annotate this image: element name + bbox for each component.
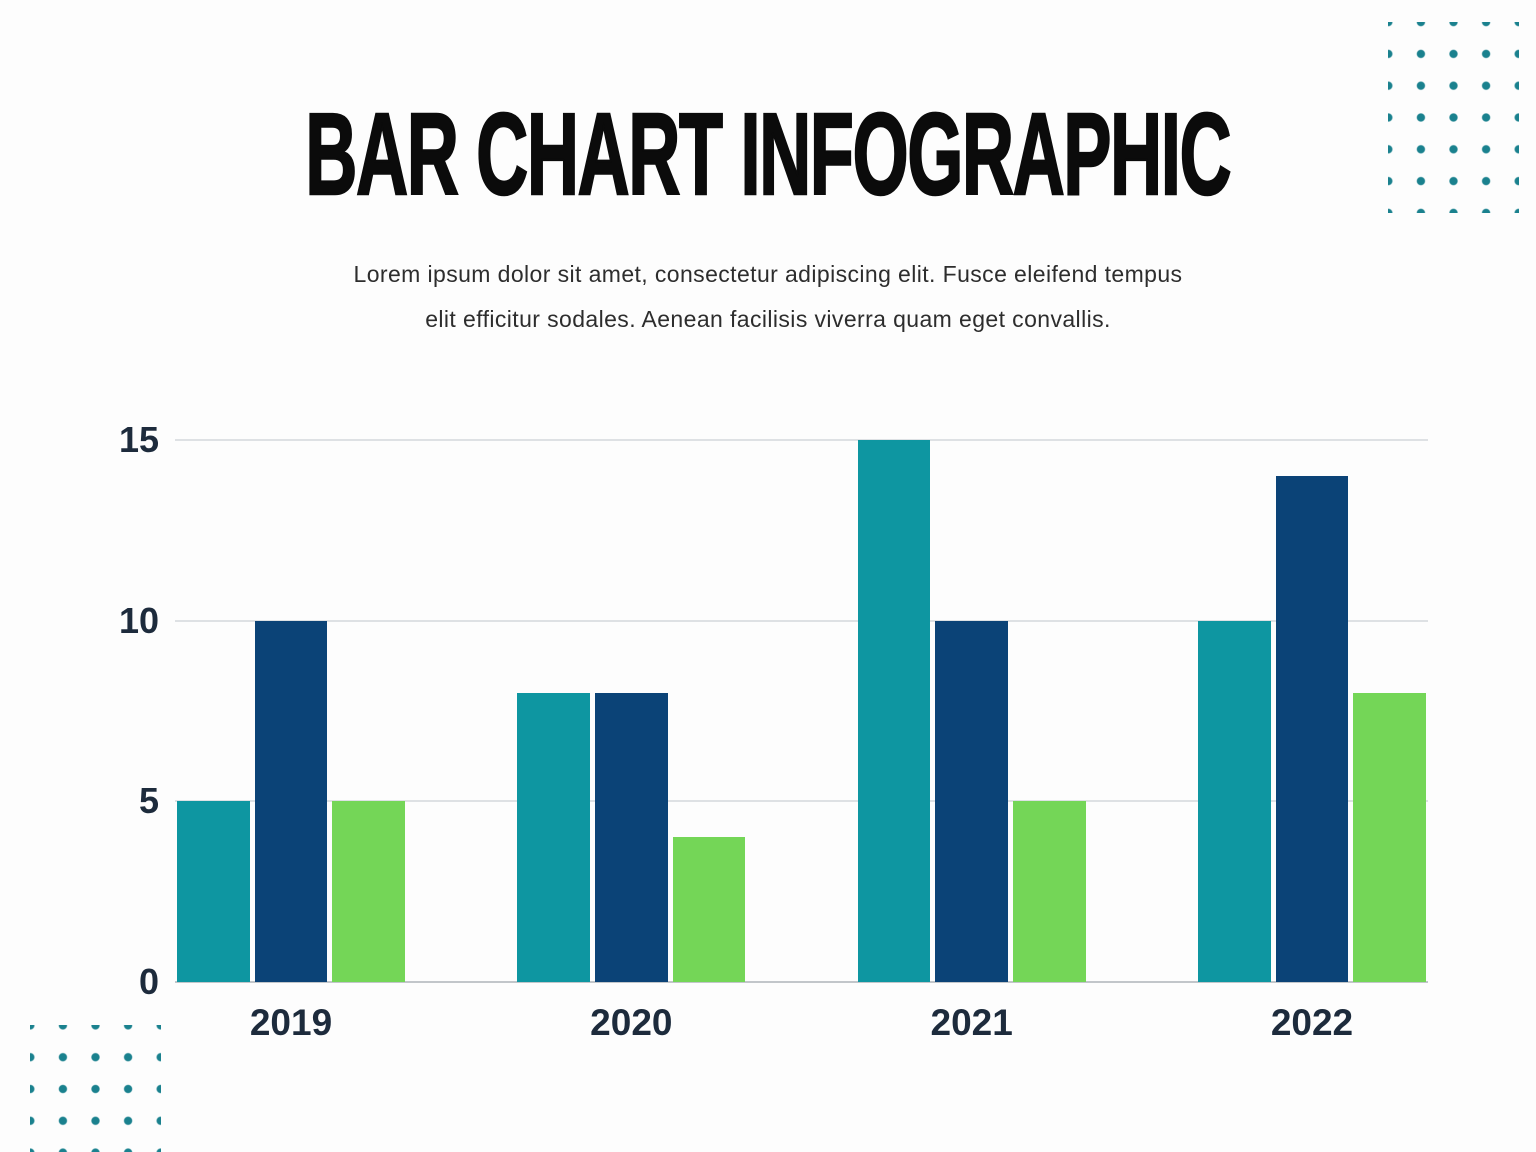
page-title: BAR CHART INFOGRAPHIC bbox=[305, 89, 1233, 219]
dot-grid-top-right bbox=[1388, 22, 1519, 213]
bar-navy-2022 bbox=[1275, 476, 1349, 982]
bar-green-2019 bbox=[332, 801, 406, 982]
bar-group-2019: 2019 bbox=[177, 440, 406, 1043]
bar-teal-2020 bbox=[517, 692, 590, 982]
x-tick-label-2020: 2020 bbox=[590, 1002, 673, 1043]
bar-navy-2021 bbox=[935, 620, 1008, 982]
x-tick-label-2021: 2021 bbox=[930, 1002, 1013, 1043]
bar-green-2021 bbox=[1013, 801, 1086, 982]
bar-teal-2022 bbox=[1197, 620, 1271, 982]
bar-green-2020 bbox=[672, 837, 746, 982]
bar-group-2021: 2021 bbox=[857, 440, 1086, 1043]
y-tick-label-10: 10 bbox=[118, 599, 159, 641]
gridline-5 bbox=[175, 800, 1428, 803]
bar-teal-2021 bbox=[857, 440, 931, 982]
subtitle: Lorem ipsum dolor sit amet, consectetur … bbox=[0, 252, 1536, 342]
subtitle-line-2: elit efficitur sodales. Aenean facilisis… bbox=[425, 306, 1111, 332]
x-tick-label-2019: 2019 bbox=[249, 1002, 333, 1043]
bar-group-2022: 2022 bbox=[1197, 440, 1426, 1043]
gridline-10 bbox=[175, 619, 1428, 622]
bar-navy-2019 bbox=[254, 620, 328, 982]
gridline-15 bbox=[175, 439, 1428, 441]
bar-green-2022 bbox=[1353, 692, 1426, 982]
y-tick-label-0: 0 bbox=[138, 961, 159, 1002]
dot-grid-bottom-left bbox=[30, 1025, 161, 1152]
y-tick-label-15: 15 bbox=[118, 419, 159, 460]
x-tick-label-2022: 2022 bbox=[1270, 1002, 1354, 1043]
title-container: BAR CHART INFOGRAPHIC bbox=[0, 89, 1536, 219]
subtitle-line-1: Lorem ipsum dolor sit amet, consectetur … bbox=[353, 261, 1183, 287]
gridline-0 bbox=[175, 981, 1428, 983]
bar-navy-2020 bbox=[595, 692, 668, 982]
bar-groups: 2019 2020 2021 2022 bbox=[175, 440, 1428, 1043]
y-tick-label-5: 5 bbox=[138, 780, 159, 822]
bar-teal-2019 bbox=[177, 801, 250, 982]
plot-area: 2019 2020 2021 2022 0 5 10 15 bbox=[119, 419, 1428, 1043]
bar-group-2020: 2020 bbox=[517, 440, 746, 1043]
